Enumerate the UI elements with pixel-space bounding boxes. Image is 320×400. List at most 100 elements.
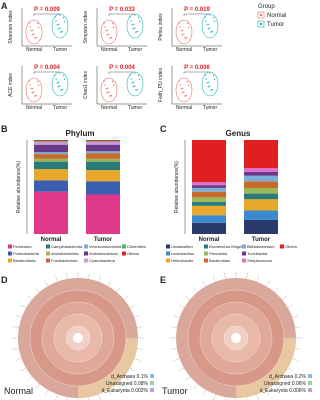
panel-label: D [1, 275, 8, 285]
point [61, 88, 64, 91]
point [36, 22, 39, 25]
bracket [108, 71, 136, 74]
violin [25, 77, 43, 103]
legend-swatch [204, 258, 208, 263]
violin [126, 71, 144, 97]
x-label: Normal [101, 105, 117, 111]
x-tick-label: Normal [41, 237, 62, 243]
bar-segment [86, 153, 120, 159]
bar-segment [86, 141, 120, 145]
p-value: P = 0.019 [184, 7, 210, 13]
bar-segment [86, 140, 120, 142]
point [138, 78, 141, 81]
chart-title: Genus [226, 129, 251, 138]
point [182, 29, 184, 31]
point [105, 88, 107, 90]
krona-legend: d_Eukaryota 0.002% [102, 388, 149, 394]
legend-label: Streptococcus [247, 258, 272, 263]
point [210, 89, 212, 91]
krona-tick [281, 295, 287, 300]
x-tick-label: Tumor [94, 237, 113, 243]
x-label: Normal [176, 47, 192, 53]
y-label: Pielou index [158, 13, 164, 41]
bar-segment [244, 140, 278, 169]
krona-tick [292, 358, 299, 361]
point [129, 16, 131, 18]
point [59, 27, 61, 29]
point [213, 78, 216, 81]
point [110, 36, 113, 39]
violin [201, 13, 219, 39]
point [129, 74, 131, 76]
legend-swatch [46, 251, 50, 256]
krona-tick [137, 326, 144, 328]
point [138, 20, 141, 23]
panel-label: B [1, 124, 8, 134]
point [178, 22, 180, 24]
violin [175, 77, 193, 103]
legend-label: Unclassified [171, 244, 193, 249]
point [103, 22, 105, 24]
point [31, 92, 33, 94]
point [56, 82, 58, 84]
x-label: Tumor [128, 47, 143, 53]
krona-tick [55, 394, 58, 400]
bar-segment [192, 140, 226, 183]
bar-segment [34, 140, 68, 141]
legend-label: Cyanobacteria [89, 258, 116, 263]
point [29, 26, 31, 28]
point [111, 22, 114, 25]
krona-tick [281, 376, 287, 381]
point [106, 34, 109, 36]
x-label: Tumor [203, 47, 218, 53]
krona-tick [27, 295, 33, 300]
point [132, 86, 134, 88]
point [205, 20, 207, 22]
legend-swatch [280, 244, 284, 249]
violin [126, 13, 144, 39]
legend-label: Firmicutes [13, 244, 31, 249]
legend-label: Tumor [267, 22, 284, 28]
panel-label: E [160, 275, 166, 285]
legend-swatch [204, 244, 208, 249]
y-label: Shannon index [8, 10, 14, 44]
krona-legend: Unassigned 0.08% [106, 381, 149, 387]
legend-label: Acidobacteriota [51, 251, 79, 256]
krona-tick [129, 304, 136, 309]
krona-tick [274, 287, 279, 293]
bar-segment [192, 222, 226, 234]
point [110, 94, 113, 97]
point [61, 30, 64, 33]
point [186, 80, 189, 83]
krona-tick [134, 358, 141, 361]
legend-swatch [84, 258, 88, 263]
point [28, 22, 30, 24]
legend-swatch [242, 251, 246, 256]
legend-swatch [166, 258, 170, 263]
krona-tick [265, 280, 270, 287]
krona-legend: d_Archaea 0.1% [111, 374, 149, 380]
krona-tick [15, 358, 22, 361]
x-label: Tumor [53, 47, 68, 53]
legend-swatch [204, 251, 208, 256]
legend-label: Bifidobacterium [247, 244, 275, 249]
point [108, 33, 110, 35]
krona-tick [202, 389, 207, 396]
x-label: Normal [101, 47, 117, 53]
x-label: Tumor [53, 105, 68, 111]
x-label: Normal [26, 47, 42, 53]
bar-segment [244, 181, 278, 188]
bracket [183, 71, 211, 74]
krona-tick [274, 383, 279, 389]
point [108, 91, 110, 93]
violin [25, 19, 43, 45]
legend-label: Bacteroidota [13, 258, 36, 263]
bar-segment [34, 158, 68, 162]
krona-tick [246, 272, 248, 279]
point [34, 37, 36, 39]
bar-segment [34, 144, 68, 153]
krona-legend: d_Archaea 0.2% [269, 374, 307, 380]
legend-swatch [122, 244, 126, 249]
p-value: P = 0.009 [34, 7, 60, 13]
bar-segment [192, 197, 226, 203]
